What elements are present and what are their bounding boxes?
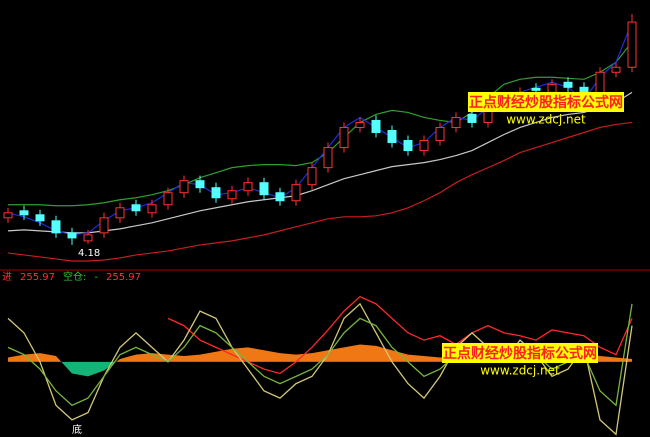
candle-body <box>163 192 173 206</box>
header-text: 255.97 <box>20 272 55 283</box>
candle-body <box>211 187 221 199</box>
candle-body <box>435 126 445 142</box>
candle-body <box>291 184 301 202</box>
candle-body <box>387 129 397 144</box>
candle-body <box>131 204 141 212</box>
indicator-line <box>7 121 633 262</box>
signal-label: 底 <box>72 423 82 436</box>
candle-body <box>339 126 349 149</box>
candle-body <box>547 83 557 93</box>
watermark-box <box>442 343 598 363</box>
candle-body <box>467 113 477 123</box>
candle-body <box>275 192 285 202</box>
candle-body <box>99 217 109 234</box>
candle-body <box>323 147 333 169</box>
candle-body <box>355 121 365 128</box>
candle-body <box>419 140 429 152</box>
header-text: 空仓: <box>63 270 86 283</box>
candle-body <box>35 214 45 222</box>
candle-body <box>627 21 637 68</box>
watermark-url: www.zdcj.net <box>506 113 586 127</box>
candle-body <box>611 66 621 73</box>
candle-body <box>115 207 125 219</box>
low-label: 4.18 <box>78 248 100 259</box>
watermark-text: 正点财经炒股指标公式网 <box>443 345 597 362</box>
candle-body <box>563 81 573 88</box>
candle-body <box>19 210 29 216</box>
candle-body <box>531 87 541 91</box>
indicator-line <box>7 91 633 234</box>
candle-body <box>67 232 77 239</box>
header-text: 进 <box>2 271 12 283</box>
candle-body <box>451 116 461 128</box>
oscillator-line <box>167 295 633 375</box>
candle-body <box>147 204 157 214</box>
watermark-box <box>468 92 624 112</box>
candle-body <box>195 180 205 189</box>
candle-body <box>371 119 381 133</box>
area-negative <box>61 361 116 377</box>
candle-body <box>83 234 93 242</box>
candle-body <box>243 182 253 192</box>
candle-body <box>307 167 317 186</box>
candle-body <box>227 190 237 200</box>
candle-body <box>403 140 413 152</box>
candle-body <box>179 180 189 194</box>
header-text: 255.97 <box>106 272 141 283</box>
candle-body <box>3 212 13 219</box>
candle-body <box>51 220 61 234</box>
header-text: - <box>94 272 98 283</box>
watermark-url: www.zdcj.net <box>480 364 560 378</box>
candle-body <box>259 182 269 196</box>
watermark-text: 正点财经炒股指标公式网 <box>469 94 623 111</box>
indicator-line <box>7 21 633 236</box>
